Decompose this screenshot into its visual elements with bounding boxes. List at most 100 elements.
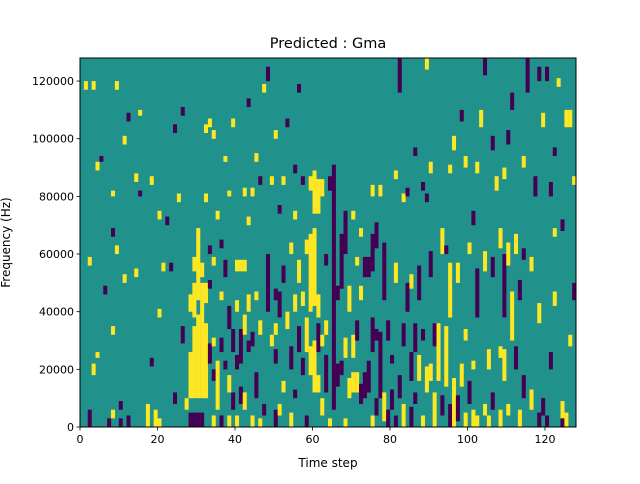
heatmap-cell: [192, 282, 197, 318]
x-tick-label: 0: [77, 433, 84, 446]
heatmap-cell: [196, 228, 201, 301]
heatmap-cell: [541, 398, 546, 416]
heatmap-cell: [277, 403, 282, 416]
heatmap-cell: [421, 328, 426, 341]
heatmap-cell: [417, 354, 422, 381]
heatmap-cell: [235, 259, 240, 272]
heatmap-cell: [475, 268, 480, 318]
heatmap-cell: [405, 282, 410, 312]
heatmap-cell: [560, 401, 565, 422]
heatmap-cell: [324, 320, 329, 335]
heatmap-cell: [316, 179, 321, 214]
heatmap-cell: [359, 285, 364, 301]
heatmap-cell: [370, 233, 375, 272]
heatmap-cell: [157, 210, 162, 220]
heatmap-cell: [126, 112, 131, 122]
heatmap-cell: [293, 210, 298, 220]
heatmap-cell: [242, 259, 247, 272]
heatmap-cell: [471, 210, 476, 226]
heatmap-cell: [510, 291, 515, 341]
x-tick-label: 20: [151, 433, 165, 446]
heatmap-cell: [483, 58, 488, 76]
heatmap-cell: [215, 210, 220, 220]
heatmap-cell: [424, 58, 429, 70]
heatmap-cell: [273, 409, 278, 428]
heatmap-cell: [246, 216, 251, 226]
heatmap-cell: [211, 369, 216, 381]
heatmap-cell: [269, 176, 274, 185]
heatmap-cell: [204, 323, 209, 399]
heatmap-cell: [196, 412, 201, 428]
heatmap-cell: [114, 81, 119, 90]
heatmap-cell: [483, 251, 488, 272]
heatmap-cell: [83, 81, 88, 90]
heatmap-cell: [176, 193, 181, 203]
heatmap-cell: [362, 256, 367, 278]
heatmap-cell: [370, 415, 375, 428]
heatmap-cell: [91, 81, 96, 90]
heatmap-cell: [258, 320, 263, 335]
heatmap-cell: [312, 170, 317, 214]
heatmap-cell: [223, 360, 228, 370]
heatmap-cell: [436, 323, 441, 381]
heatmap-cell: [448, 262, 453, 318]
heatmap-cell: [502, 349, 507, 381]
heatmap-cell: [525, 58, 530, 93]
heatmap-cell: [498, 409, 503, 428]
heatmap-cell: [246, 98, 251, 108]
heatmap-cell: [134, 173, 139, 183]
heatmap-cell: [572, 282, 577, 301]
heatmap-cell: [339, 233, 344, 289]
heatmap-cell: [238, 386, 243, 404]
heatmap-cell: [355, 320, 360, 341]
heatmap-cell: [421, 415, 426, 428]
heatmap-cell: [529, 256, 534, 272]
heatmap-cell: [556, 78, 561, 87]
heatmap-cell: [192, 412, 197, 428]
heatmap-cell: [204, 193, 209, 203]
y-tick-label: 60000: [39, 248, 74, 261]
heatmap-cell: [308, 346, 313, 376]
heatmap-cell: [219, 415, 224, 428]
heatmap-cell: [180, 107, 185, 116]
heatmap-cell: [258, 418, 263, 428]
heatmap-cell: [568, 334, 573, 347]
heatmap-cell: [273, 288, 278, 301]
heatmap-cell: [335, 363, 340, 387]
heatmap-cell: [386, 320, 391, 341]
y-tick-label: 100000: [32, 133, 74, 146]
heatmap-cell: [153, 409, 158, 428]
heatmap-cell: [374, 398, 379, 416]
y-tick-label: 40000: [39, 306, 74, 319]
heatmap-cell: [413, 147, 418, 157]
heatmap-cell: [188, 294, 193, 312]
x-tick-label: 120: [535, 433, 556, 446]
heatmap-cell: [479, 109, 484, 128]
heatmap-cell: [463, 156, 468, 168]
x-tick-label: 60: [306, 433, 320, 446]
heatmap-cell: [211, 256, 216, 266]
heatmap-cell: [424, 366, 429, 393]
heatmap-cell: [560, 418, 565, 428]
heatmap-cell: [498, 346, 503, 358]
heatmap-cell: [448, 403, 453, 428]
heatmap-cell: [537, 412, 542, 428]
heatmap-cell: [211, 415, 216, 428]
heatmap-cell: [312, 340, 317, 393]
heatmap-cell: [463, 328, 468, 341]
heatmap-cell: [285, 118, 290, 128]
heatmap-cell: [374, 222, 379, 249]
heatmap-cell: [393, 415, 398, 428]
heatmap-cell: [235, 354, 240, 370]
heatmap-cell: [262, 83, 267, 93]
x-tick-label: 40: [228, 433, 242, 446]
heatmap-cell: [320, 334, 325, 347]
heatmap-cell: [196, 314, 201, 399]
heatmap-cell: [235, 300, 240, 312]
heatmap-cell: [568, 109, 573, 128]
heatmap-cell: [339, 360, 344, 376]
heatmap-cell: [545, 66, 550, 82]
heatmap-cell: [235, 415, 240, 428]
heatmap-cell: [289, 412, 294, 428]
heatmap-cell: [200, 262, 205, 278]
